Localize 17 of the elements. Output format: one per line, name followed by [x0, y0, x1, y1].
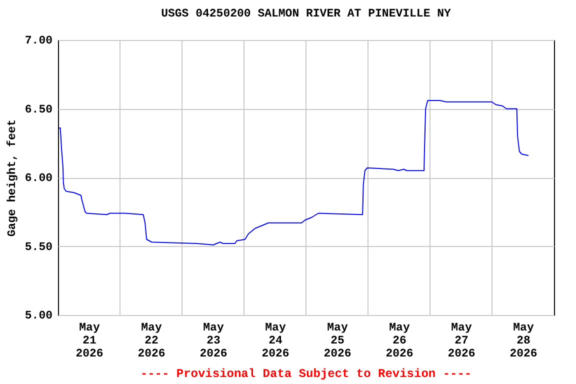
line-series — [58, 100, 529, 246]
x-tick-label: May 25 2026 — [324, 322, 352, 360]
y-tick-label: 5.50 — [24, 240, 53, 254]
y-axis-title: Gage height, feet — [6, 119, 19, 237]
x-tick-label: May 27 2026 — [448, 322, 476, 360]
x-tick-label: May 24 2026 — [262, 322, 290, 360]
x-tick-label: May 26 2026 — [386, 322, 414, 360]
x-tick-label: May 23 2026 — [200, 322, 228, 360]
y-tick-label: 6.00 — [24, 172, 53, 185]
x-tick-label: May 28 2026 — [510, 322, 538, 360]
text: ---- Provisional Data Subject to Revision ---- — [140, 367, 472, 381]
x-tick-label: May 22 2026 — [138, 322, 166, 360]
y-tick-label: 7.00 — [24, 34, 53, 48]
chart-title: USGS 04250200 SALMON RIVER AT PINEVILLE NY — [161, 8, 452, 20]
x-tick-label: May 21 2026 — [76, 322, 104, 360]
y-tick-label: 6.50 — [24, 103, 53, 116]
y-tick-label: 5.00 — [24, 310, 53, 322]
